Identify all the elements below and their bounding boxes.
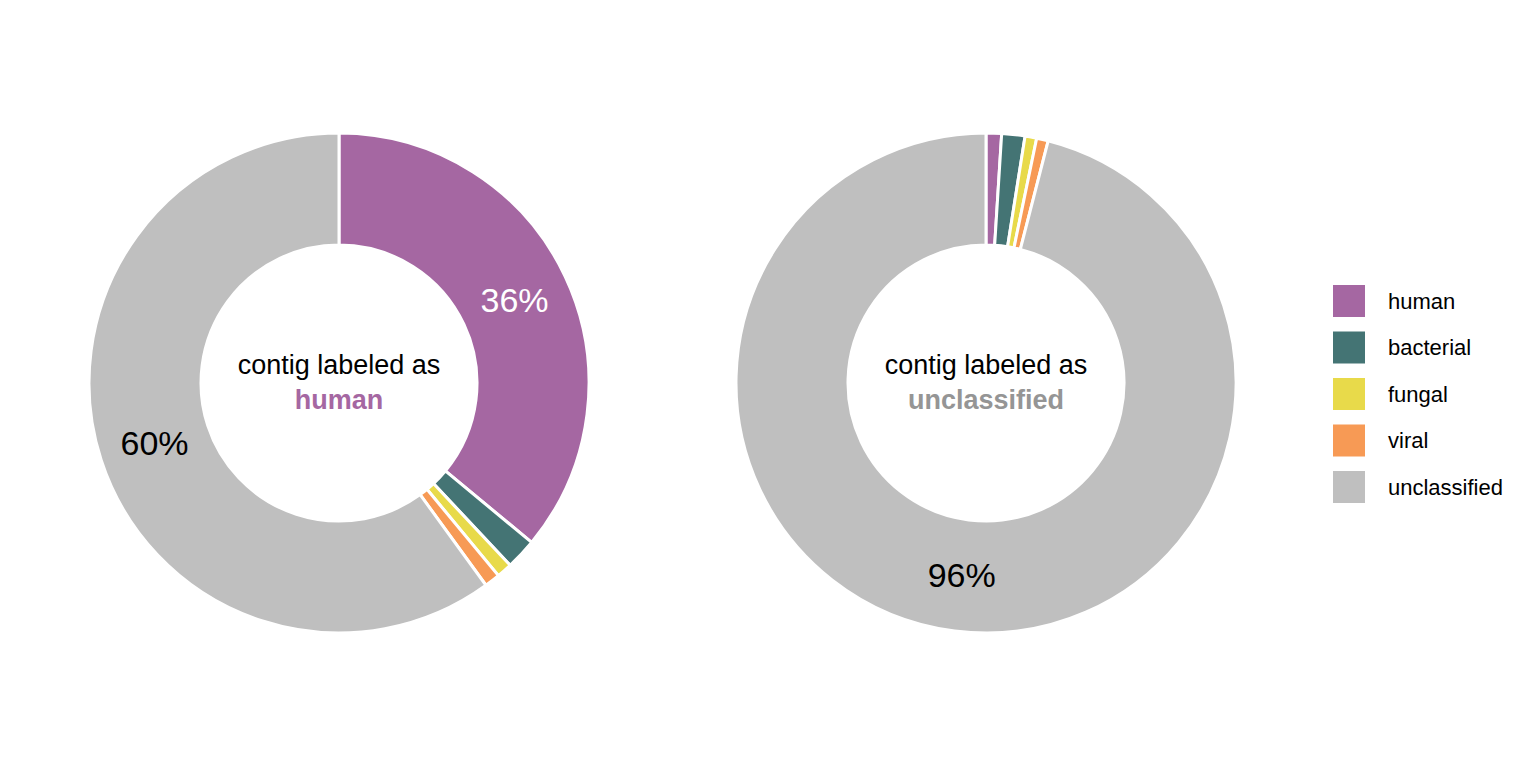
legend-label: fungal — [1388, 382, 1448, 407]
slice — [736, 133, 1236, 633]
slice — [89, 133, 486, 633]
legend-item: fungal — [1333, 378, 1448, 410]
chart-canvas: 36% 60% contig labeled as human human bacteri… — [0, 0, 1536, 768]
legend-swatch — [1333, 285, 1365, 317]
center-subtitle: unclassified — [908, 385, 1064, 415]
slices — [736, 133, 1236, 633]
legend-label: human — [1388, 289, 1455, 314]
legend-label: unclassified — [1388, 475, 1503, 500]
legend-label: bacterial — [1388, 335, 1471, 360]
legend-item: human — [1333, 285, 1455, 317]
center-title: contig labeled as — [238, 350, 441, 380]
data-label: 60% — [120, 424, 188, 462]
center-subtitle: human — [295, 385, 384, 415]
legend-swatch — [1333, 378, 1365, 410]
donut-chart: 36% 60% contig labeled as human — [89, 133, 589, 633]
legend-swatch — [1333, 332, 1365, 364]
legend: human bacterial fungal viral unclassified — [1333, 285, 1503, 503]
data-labels: 96% — [928, 556, 996, 594]
legend-swatch — [1333, 425, 1365, 457]
legend-label: viral — [1388, 428, 1428, 453]
legend-item: viral — [1333, 425, 1428, 457]
legend-item: bacterial — [1333, 332, 1471, 364]
data-label: 96% — [928, 556, 996, 594]
slices — [89, 133, 589, 633]
donut-chart: 96% contig labeled as unclassified — [736, 133, 1236, 633]
data-labels: 36% 60% — [120, 281, 548, 462]
data-label: 36% — [481, 281, 549, 319]
legend-item: unclassified — [1333, 471, 1503, 503]
center-title: contig labeled as — [885, 350, 1088, 380]
legend-swatch — [1333, 471, 1365, 503]
slice — [339, 133, 589, 542]
